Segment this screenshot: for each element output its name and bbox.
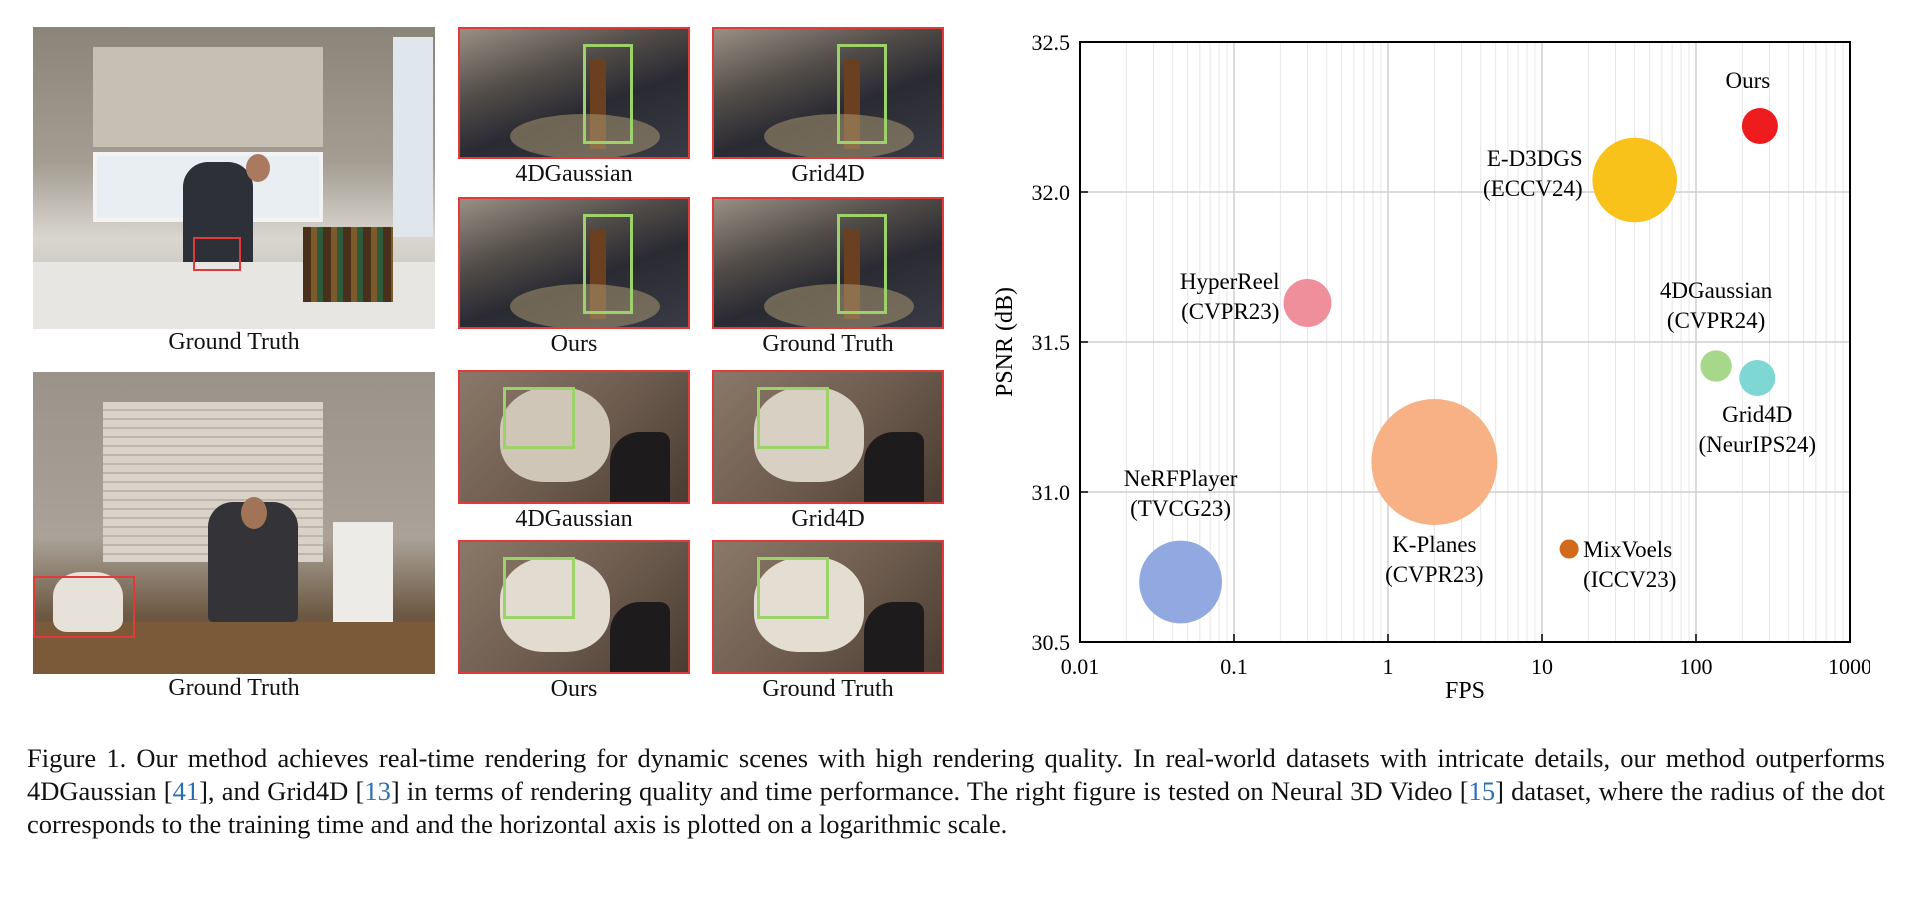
scene1-gt-label: Ground Truth — [168, 329, 300, 355]
point-e-d3dgs — [1592, 137, 1678, 223]
point-venue-mixvoels: (ICCV23) — [1583, 567, 1676, 592]
scene2-crop-label-4dgaussian: 4DGaussian — [515, 506, 633, 532]
caption-text-3: ] in terms of rendering quality and time… — [390, 776, 1469, 806]
x-tick-label: 100 — [1680, 654, 1713, 679]
x-tick-label: 0.1 — [1220, 654, 1248, 679]
y-tick-label: 32.5 — [1032, 30, 1071, 55]
point-label-mixvoels: MixVoels — [1583, 537, 1672, 562]
point-label-ours: Ours — [1726, 68, 1771, 93]
citation-link-15[interactable]: 15 — [1468, 776, 1496, 806]
scene2-gt-label: Ground Truth — [168, 675, 300, 701]
point-label-nerfplayer: NeRFPlayer — [1124, 466, 1238, 491]
scene2-crop-label-grid4d: Grid4D — [791, 506, 865, 532]
scene1-crop-label-grid4d: Grid4D — [791, 161, 865, 187]
scene1-crop-label-ground-truth: Ground Truth — [762, 331, 894, 357]
scene2-crop-label-ours: Ours — [550, 676, 598, 702]
point-hyperreel — [1283, 279, 1332, 327]
y-tick-label: 32.0 — [1032, 180, 1071, 205]
point-label-grid4d: Grid4D — [1722, 402, 1792, 427]
y-tick-label: 31.5 — [1032, 330, 1071, 355]
point-label-k-planes: K-Planes — [1392, 532, 1476, 557]
scene2-crop-ground-truth — [712, 540, 944, 674]
y-tick-label: 30.5 — [1032, 630, 1071, 655]
citation-link-41[interactable]: 41 — [172, 776, 200, 806]
scene1-crop-label-ours: Ours — [550, 331, 598, 357]
scene2-crop-label-ground-truth: Ground Truth — [762, 676, 894, 702]
y-axis-label: PSNR (dB) — [992, 287, 1018, 397]
point-mixvoels — [1559, 539, 1579, 559]
x-tick-label: 0.01 — [1061, 654, 1100, 679]
point-label-hyperreel: HyperReel — [1180, 269, 1280, 294]
scene2-crop-4dgaussian — [458, 370, 690, 504]
x-tick-label: 1 — [1383, 654, 1394, 679]
point-ours — [1741, 108, 1778, 144]
citation-link-13[interactable]: 13 — [364, 776, 391, 806]
point-label-e-d3dgs: E-D3DGS — [1487, 146, 1583, 171]
point-venue-grid4d: (NeurIPS24) — [1699, 432, 1817, 457]
scene2-crop-grid4d — [712, 370, 944, 504]
y-tick-label: 31.0 — [1032, 480, 1071, 505]
x-tick-label: 10 — [1531, 654, 1553, 679]
scene1-crop-label-4dgaussian: 4DGaussian — [515, 161, 633, 187]
point-venue-k-planes: (CVPR23) — [1385, 562, 1483, 587]
chart-points: Ours E-D3DGS (ECCV24) HyperReel (CVPR23) 4DGa… — [1124, 68, 1817, 624]
psnr-fps-scatter-chart: 0.01 0.1 1 10 100 1000 30.5 31.0 31.5 32.0 32.5 Ou… — [992, 30, 1871, 704]
point-4dgaussian — [1700, 350, 1732, 382]
point-label-4dgaussian: 4DGaussian — [1660, 278, 1773, 303]
scene2-ground-truth-image — [33, 372, 435, 674]
scene1-crop-ours — [458, 197, 690, 329]
scene1-crop-ground-truth — [712, 197, 944, 329]
scene1-crop-grid4d — [712, 27, 944, 159]
caption-text-1: Figure 1. Our method achieves real-time … — [27, 743, 1885, 806]
figure-caption: Figure 1. Our method achieves real-time … — [27, 742, 1885, 841]
point-nerfplayer — [1139, 540, 1222, 624]
scene2-crop-ours — [458, 540, 690, 674]
caption-text-4: ] dataset, where the radius of the dot c… — [27, 776, 1885, 839]
chart-ticks: 0.01 0.1 1 10 100 1000 30.5 31.0 31.5 32.0 32.5 — [1032, 30, 1871, 679]
scene1-ground-truth-image — [33, 27, 435, 329]
point-venue-hyperreel: (CVPR23) — [1181, 299, 1279, 324]
caption-text-2: ], and Grid4D [ — [199, 776, 365, 806]
scene1-crop-4dgaussian — [458, 27, 690, 159]
x-axis-label: FPS — [1445, 678, 1485, 704]
point-venue-nerfplayer: (TVCG23) — [1130, 496, 1231, 521]
point-grid4d — [1739, 360, 1776, 396]
point-k-planes — [1371, 399, 1498, 525]
x-tick-label: 1000 — [1828, 654, 1870, 679]
point-venue-4dgaussian: (CVPR24) — [1667, 308, 1765, 333]
point-venue-e-d3dgs: (ECCV24) — [1483, 176, 1583, 201]
